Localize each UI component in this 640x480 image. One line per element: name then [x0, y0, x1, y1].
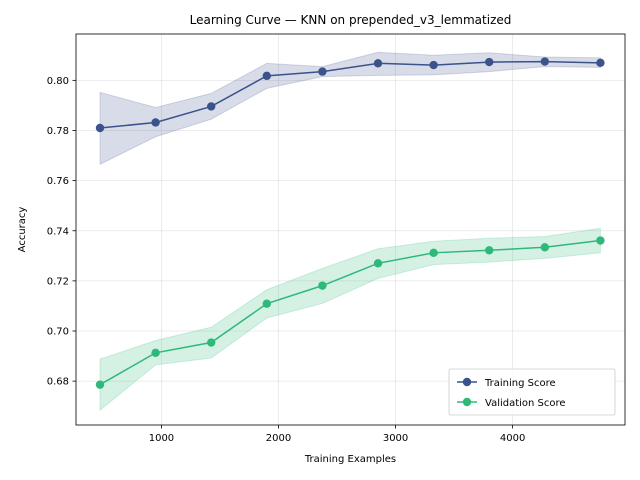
series-lines [99, 60, 601, 386]
validation-score-point [95, 380, 105, 389]
x-tick-label: 1000 [149, 433, 174, 444]
y-tick-label: 0.70 [47, 327, 69, 338]
grid [76, 34, 625, 425]
training-score-legend-marker [462, 377, 472, 387]
plot-frame [75, 33, 626, 426]
validation-score-point [596, 236, 605, 245]
training-score-point [373, 59, 383, 68]
x-tick-label: 2000 [266, 433, 291, 444]
x-tick-label: 4000 [500, 433, 525, 444]
y-tick-label: 0.76 [47, 176, 69, 187]
validation-score-legend-label: Validation Score [485, 398, 566, 409]
y-tick-label: 0.78 [47, 126, 69, 137]
training-score-band [99, 51, 601, 166]
training-score-point [151, 118, 160, 127]
x-axis-ticks: 1000 2000 3000 4000 [149, 425, 525, 444]
validation-score-point [318, 281, 327, 290]
validation-score-point [540, 243, 550, 252]
y-axis-ticks: 0.68 0.70 0.72 0.74 0.76 0.78 0.80 [47, 76, 76, 388]
training-score-line [99, 60, 601, 129]
confidence-bands [99, 51, 601, 412]
training-score-point [95, 123, 105, 133]
y-axis-label: Accuracy [17, 207, 28, 253]
validation-score-line [99, 239, 601, 386]
training-score-point [540, 57, 550, 66]
validation-score-point [485, 246, 494, 255]
series-points [95, 57, 605, 389]
validation-score-point [262, 299, 272, 308]
y-tick-label: 0.80 [47, 76, 69, 87]
legend: Training Score Validation Score [448, 368, 616, 416]
x-tick-label: 3000 [383, 433, 408, 444]
chart-title: Learning Curve — KNN on prepended_v3_lem… [190, 13, 512, 27]
training-score-point [485, 57, 494, 67]
training-score-legend-label: Training Score [484, 378, 556, 389]
validation-score-point [151, 348, 160, 358]
training-score-point [207, 102, 216, 111]
validation-score-point [207, 338, 216, 347]
validation-score-legend-marker [462, 397, 472, 407]
training-score-point [596, 58, 605, 68]
validation-score-point [429, 248, 438, 258]
y-tick-label: 0.68 [47, 377, 69, 388]
training-score-point [318, 67, 327, 76]
x-axis-label: Training Examples [304, 454, 396, 465]
y-tick-label: 0.74 [47, 226, 69, 237]
legend-box [448, 368, 616, 416]
training-score-point [429, 60, 438, 70]
training-score-point [262, 71, 272, 81]
y-tick-label: 0.72 [47, 276, 69, 287]
validation-score-point [373, 259, 383, 268]
